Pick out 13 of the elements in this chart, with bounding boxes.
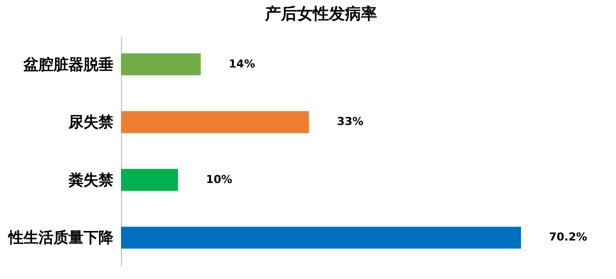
- y-tick-label: 粪失禁: [68, 170, 114, 189]
- bar: [121, 111, 310, 134]
- bar: [121, 168, 178, 191]
- y-tick-label: 盆腔脏器脱垂: [22, 55, 114, 74]
- chart-title: 产后女性发病率: [264, 4, 377, 23]
- data-label: 70.2%: [549, 230, 588, 244]
- data-label: 10%: [206, 172, 232, 186]
- y-tick-label: 性生活质量下降: [8, 228, 114, 247]
- bar: [121, 226, 521, 249]
- data-label: 14%: [228, 57, 256, 70]
- data-label: 33%: [337, 115, 364, 128]
- y-tick-label: 尿失禁: [68, 113, 114, 132]
- bar: [121, 53, 201, 76]
